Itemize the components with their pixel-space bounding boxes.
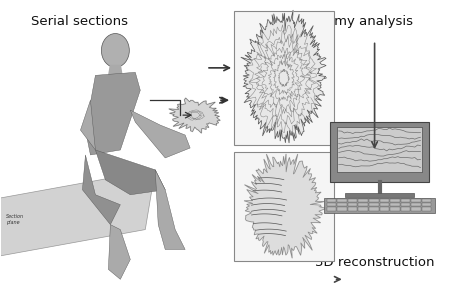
FancyBboxPatch shape: [234, 152, 334, 261]
FancyBboxPatch shape: [358, 199, 368, 202]
Polygon shape: [95, 150, 165, 195]
FancyBboxPatch shape: [337, 203, 347, 206]
FancyBboxPatch shape: [369, 203, 379, 206]
Polygon shape: [81, 100, 95, 150]
FancyBboxPatch shape: [337, 208, 347, 211]
Polygon shape: [109, 65, 122, 77]
Polygon shape: [244, 154, 327, 258]
Ellipse shape: [101, 34, 129, 67]
Text: Anatomy analysis: Anatomy analysis: [295, 15, 413, 28]
FancyBboxPatch shape: [234, 11, 334, 145]
Text: Section
plane: Section plane: [6, 214, 24, 225]
FancyBboxPatch shape: [422, 208, 431, 211]
FancyBboxPatch shape: [411, 208, 421, 211]
FancyBboxPatch shape: [369, 208, 379, 211]
Polygon shape: [0, 170, 155, 259]
FancyBboxPatch shape: [337, 127, 422, 172]
Polygon shape: [109, 225, 130, 279]
FancyBboxPatch shape: [411, 203, 421, 206]
FancyBboxPatch shape: [369, 199, 379, 202]
FancyBboxPatch shape: [422, 199, 431, 202]
FancyBboxPatch shape: [348, 199, 357, 202]
FancyBboxPatch shape: [327, 199, 337, 202]
FancyBboxPatch shape: [422, 203, 431, 206]
Polygon shape: [155, 170, 185, 249]
FancyBboxPatch shape: [390, 208, 400, 211]
FancyBboxPatch shape: [390, 199, 400, 202]
FancyBboxPatch shape: [358, 203, 368, 206]
FancyBboxPatch shape: [348, 208, 357, 211]
FancyBboxPatch shape: [348, 203, 357, 206]
FancyBboxPatch shape: [401, 199, 410, 202]
Polygon shape: [82, 155, 120, 225]
FancyBboxPatch shape: [401, 203, 410, 206]
Polygon shape: [241, 10, 327, 143]
Text: 3D reconstruction: 3D reconstruction: [315, 256, 434, 269]
FancyBboxPatch shape: [345, 193, 414, 197]
FancyBboxPatch shape: [337, 199, 347, 202]
Polygon shape: [85, 72, 140, 155]
Polygon shape: [169, 98, 220, 133]
Text: Serial sections: Serial sections: [31, 15, 128, 28]
Polygon shape: [130, 110, 190, 158]
FancyBboxPatch shape: [327, 203, 337, 206]
FancyBboxPatch shape: [380, 208, 389, 211]
FancyBboxPatch shape: [358, 208, 368, 211]
FancyBboxPatch shape: [380, 199, 389, 202]
FancyBboxPatch shape: [330, 122, 429, 182]
FancyBboxPatch shape: [390, 203, 400, 206]
FancyBboxPatch shape: [380, 203, 389, 206]
FancyBboxPatch shape: [401, 208, 410, 211]
FancyBboxPatch shape: [411, 199, 421, 202]
FancyBboxPatch shape: [324, 198, 435, 213]
FancyBboxPatch shape: [327, 208, 337, 211]
